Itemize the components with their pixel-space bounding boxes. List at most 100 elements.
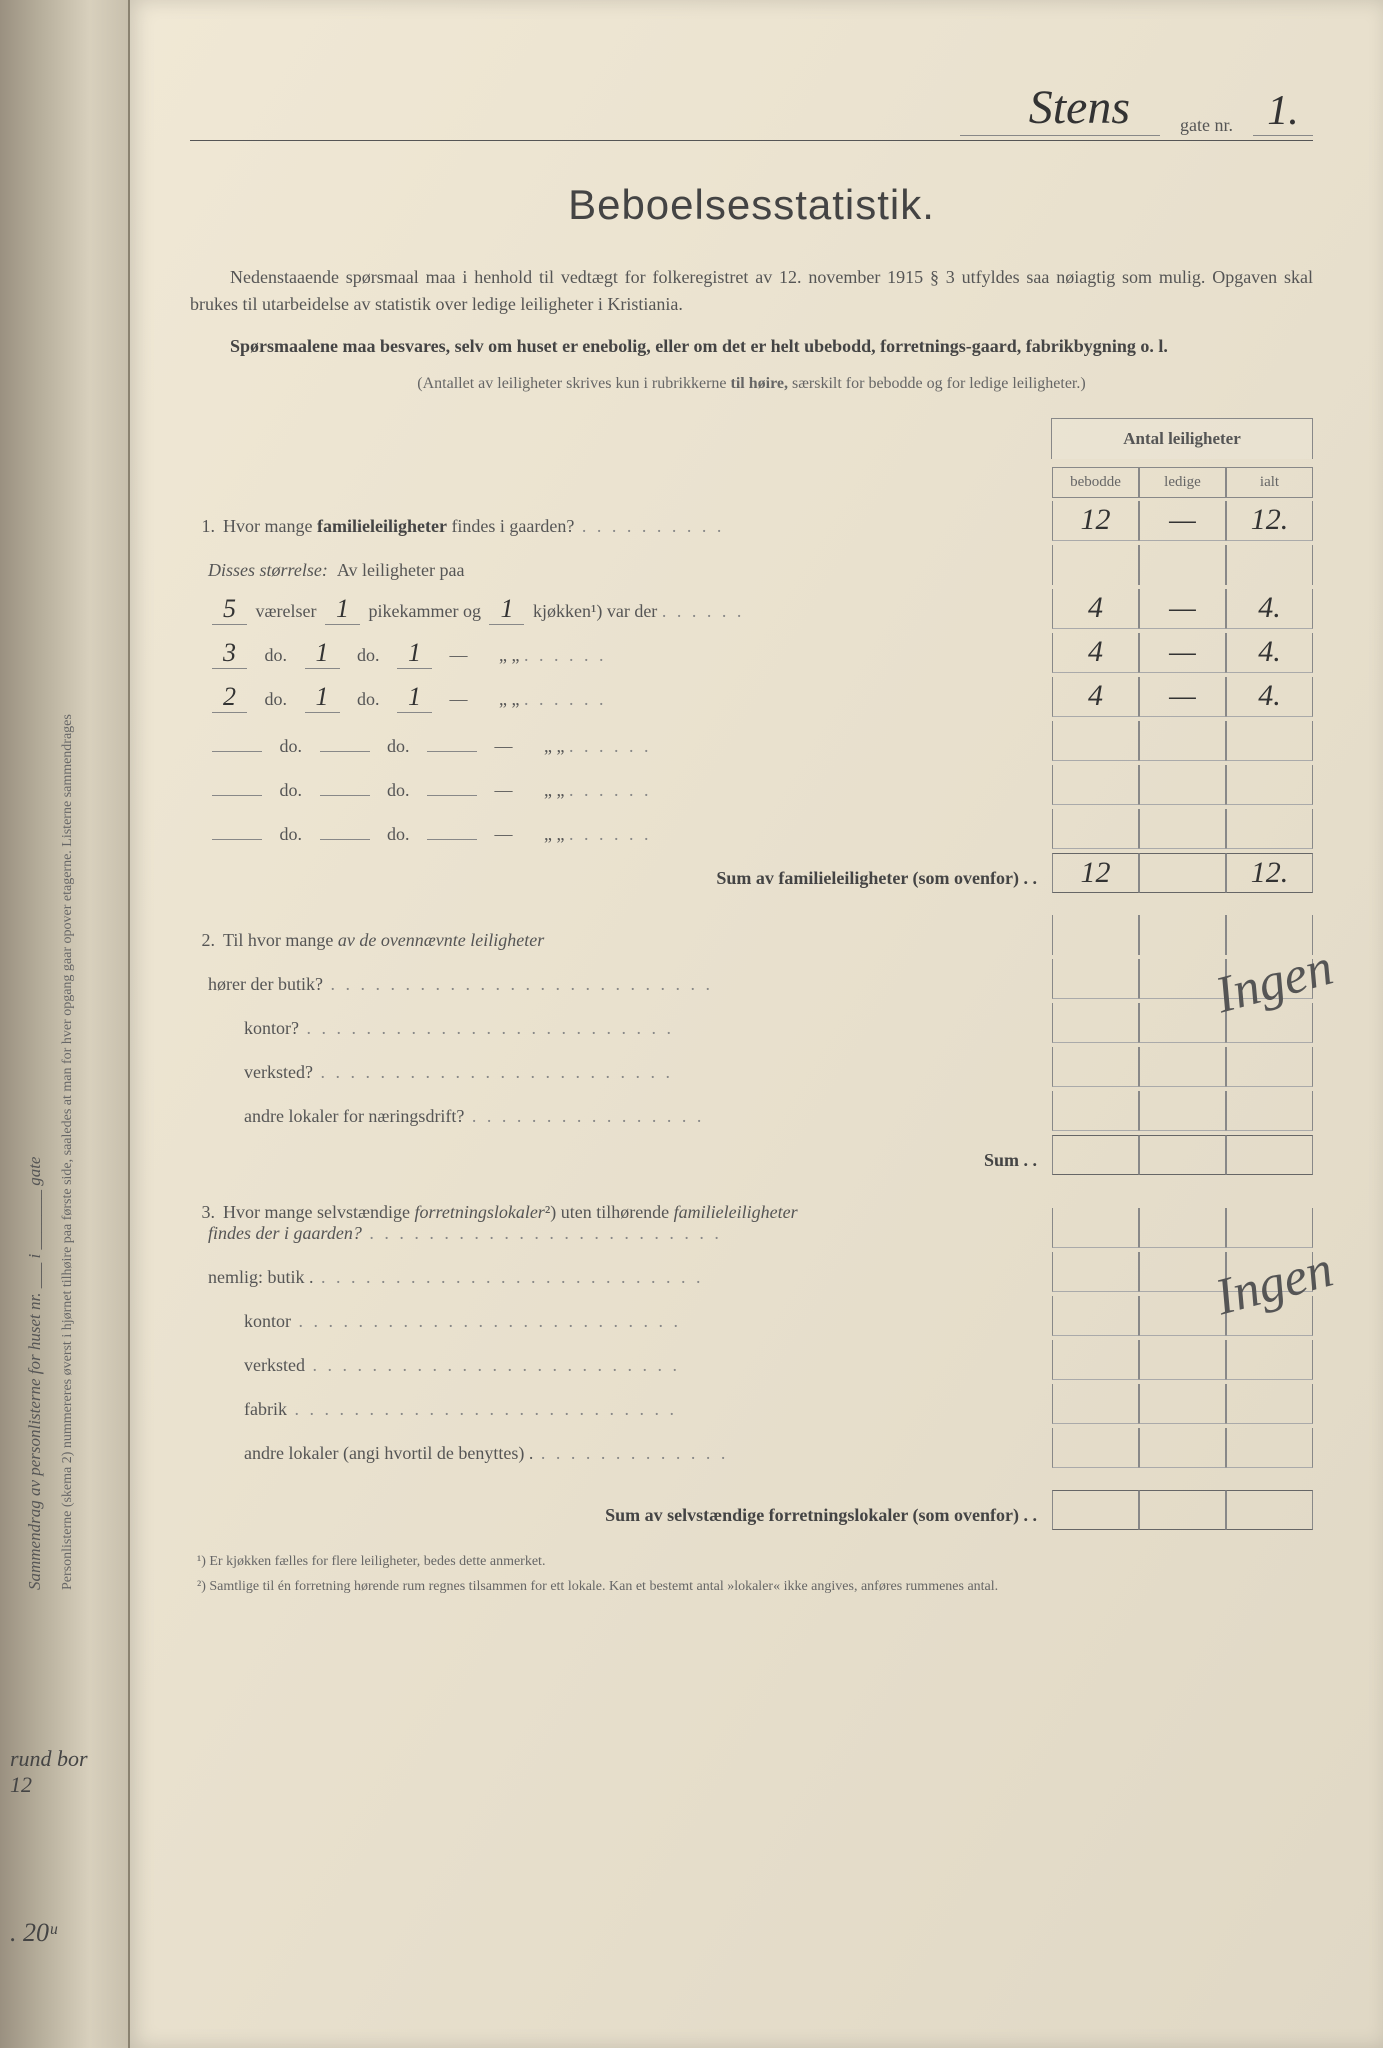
b-1: 4 bbox=[1052, 633, 1139, 673]
mid-1: „ „ bbox=[499, 645, 519, 665]
margin-sub-text: Personlisterne (skema 2) nummereres øver… bbox=[60, 140, 120, 1590]
q2-i-2 bbox=[1226, 1047, 1313, 1087]
q2-row-2: verksted? . . . . . . . . . . . . . . . … bbox=[190, 1044, 1313, 1088]
form-area: Antal leiligheter bebodde ledige ialt 1.… bbox=[190, 418, 1313, 1531]
pk-lbl-1: do. bbox=[357, 645, 380, 665]
header-sub-row: bebodde ledige ialt bbox=[190, 467, 1313, 498]
intro-p2: Spørsmaalene maa besvares, selv om huset… bbox=[190, 333, 1313, 360]
q3-row-0: nemlig: butik . . . . . . . . . . . . . … bbox=[190, 1249, 1313, 1293]
q2-b-1 bbox=[1052, 1003, 1139, 1043]
q1-sum-b: 12 bbox=[1052, 853, 1139, 893]
i-5 bbox=[1226, 809, 1313, 849]
q1-sum-bold: Sum av familieleiligheter bbox=[716, 868, 908, 888]
q2-label-1: kontor? . . . . . . . . . . . . . . . . … bbox=[190, 1010, 1052, 1043]
note1b-text: 12 bbox=[10, 1772, 32, 1797]
vaer-lbl-1: do. bbox=[265, 645, 288, 665]
q2-b-3 bbox=[1052, 1091, 1139, 1131]
pk-1: 1 bbox=[305, 638, 340, 669]
b-3 bbox=[1052, 721, 1139, 761]
q1-size-label-3: do. do. — „ „ . . . . . . bbox=[190, 728, 1052, 761]
gate-label: gate nr. bbox=[1180, 115, 1233, 136]
l-4 bbox=[1139, 765, 1226, 805]
q3-pre: Hvor mange selvstændige bbox=[223, 1202, 414, 1222]
kj-1: 1 bbox=[397, 638, 432, 669]
q3-sum-post: (som ovenfor) . . bbox=[913, 1505, 1037, 1525]
q3-row-3: fabrik . . . . . . . . . . . . . . . . .… bbox=[190, 1381, 1313, 1425]
q3-b-2 bbox=[1052, 1340, 1139, 1380]
q3-lbl-3: fabrik bbox=[244, 1399, 287, 1419]
main-page: Stens gate nr. 1. Beboelsesstatistik. Ne… bbox=[130, 0, 1383, 2048]
q3-sum-l bbox=[1139, 1490, 1226, 1530]
q3-i bbox=[1226, 1208, 1313, 1248]
q2-l-0 bbox=[1139, 959, 1226, 999]
q2-label-3: andre lokaler for næringsdrift? . . . . … bbox=[190, 1098, 1052, 1131]
q1-bold: familieleiligheter bbox=[317, 516, 447, 536]
q2-b-0 bbox=[1052, 959, 1139, 999]
q3-l-0 bbox=[1139, 1252, 1226, 1292]
spacer bbox=[1226, 915, 1313, 955]
q3-italic2: familieleiligheter bbox=[674, 1202, 798, 1222]
q3-i-0 bbox=[1226, 1252, 1313, 1292]
q1-size-row-4: do. do. — „ „ . . . . . . bbox=[190, 762, 1313, 806]
q3-l-4 bbox=[1139, 1428, 1226, 1468]
intro-p3-post: særskilt for bebodde og for ledige leili… bbox=[788, 375, 1086, 392]
q1-size-label-2: 2 do. 1 do. 1 — „ „ . . . . . . bbox=[190, 674, 1052, 717]
intro-p3: (Antallet av leiligheter skrives kun i r… bbox=[190, 375, 1313, 393]
q3-sup: ²) bbox=[545, 1202, 556, 1222]
q3-b-0 bbox=[1052, 1252, 1139, 1292]
page-title: Beboelsesstatistik. bbox=[190, 181, 1313, 229]
l-2: — bbox=[1139, 677, 1226, 717]
gate-number: 1. bbox=[1253, 87, 1313, 136]
mid-5: „ „ bbox=[544, 824, 564, 844]
q3-row-2: verksted . . . . . . . . . . . . . . . .… bbox=[190, 1337, 1313, 1381]
kj-2: 1 bbox=[397, 682, 432, 713]
kj-lbl-0: kjøkken¹) var der bbox=[533, 601, 657, 621]
q1-sub-label-row: Disses størrelse: Av leiligheter paa bbox=[190, 542, 1313, 586]
q2-lbl-2: verksted? bbox=[244, 1062, 313, 1082]
q2-pre: Til hvor mange bbox=[223, 930, 338, 950]
q1-sum-post: (som ovenfor) . . bbox=[913, 868, 1037, 888]
q3-label-2: verksted . . . . . . . . . . . . . . . .… bbox=[190, 1347, 1052, 1380]
q1-label: 1.Hvor mange familieleiligheter findes i… bbox=[190, 508, 1052, 541]
intro-p1: Nedenstaaende spørsmaal maa i henhold ti… bbox=[190, 264, 1313, 318]
q3-row-4: andre lokaler (angi hvortil de benyttes)… bbox=[190, 1425, 1313, 1469]
q2-label-0: hører der butik? . . . . . . . . . . . .… bbox=[190, 966, 1052, 999]
q1-ialt: 12. bbox=[1226, 501, 1313, 541]
i-1: 4. bbox=[1226, 633, 1313, 673]
q3-label-3: fabrik . . . . . . . . . . . . . . . . .… bbox=[190, 1391, 1052, 1424]
pk-lbl-3: do. bbox=[387, 736, 410, 756]
q2-l-2 bbox=[1139, 1047, 1226, 1087]
q1-size-label-4: do. do. — „ „ . . . . . . bbox=[190, 772, 1052, 805]
footnote-1: ¹) Er kjøkken fælles for flere leilighet… bbox=[190, 1551, 1313, 1572]
l-3 bbox=[1139, 721, 1226, 761]
q3-i-4 bbox=[1226, 1428, 1313, 1468]
q3-lbl-0: nemlig: butik . bbox=[208, 1267, 314, 1287]
q1-bebodde: 12 bbox=[1052, 501, 1139, 541]
spacer bbox=[1052, 915, 1139, 955]
l-5 bbox=[1139, 809, 1226, 849]
margin-note-2: . 20ᵘ bbox=[10, 1918, 57, 1948]
q3-b-3 bbox=[1052, 1384, 1139, 1424]
q1-sub-label: Disses størrelse: Av leiligheter paa bbox=[190, 552, 1052, 585]
i-2: 4. bbox=[1226, 677, 1313, 717]
q1-size-row-3: do. do. — „ „ . . . . . . bbox=[190, 718, 1313, 762]
q3-label: 3.Hvor mange selvstændige forretningslok… bbox=[190, 1194, 1052, 1248]
i-4 bbox=[1226, 765, 1313, 805]
q3-italic: forretningslokaler bbox=[414, 1202, 544, 1222]
q3-sum-bold: Sum av selvstændige forretningslokaler bbox=[605, 1505, 908, 1525]
q1-sum-i: 12. bbox=[1226, 853, 1313, 893]
q1-size-row-1: 3 do. 1 do. 1 — „ „ . . . . . . 4 — 4. bbox=[190, 630, 1313, 674]
vaer-lbl-0: værelser bbox=[256, 601, 317, 621]
q3-post2: findes der i gaarden? bbox=[208, 1223, 362, 1243]
q1-size-row-5: do. do. — „ „ . . . . . . bbox=[190, 806, 1313, 850]
q2-sum-i bbox=[1226, 1135, 1313, 1175]
spacer bbox=[1139, 915, 1226, 955]
q2-b-2 bbox=[1052, 1047, 1139, 1087]
b-2: 4 bbox=[1052, 677, 1139, 717]
q2-sum-row: Sum . . bbox=[190, 1132, 1313, 1176]
b-5 bbox=[1052, 809, 1139, 849]
left-binding-margin: Sammendrag av personlisterne for huset n… bbox=[0, 0, 130, 2048]
q1-ledige: — bbox=[1139, 501, 1226, 541]
q1-post: findes i gaarden? bbox=[447, 516, 574, 536]
q3-header-row: 3.Hvor mange selvstændige forretningslok… bbox=[190, 1194, 1313, 1249]
